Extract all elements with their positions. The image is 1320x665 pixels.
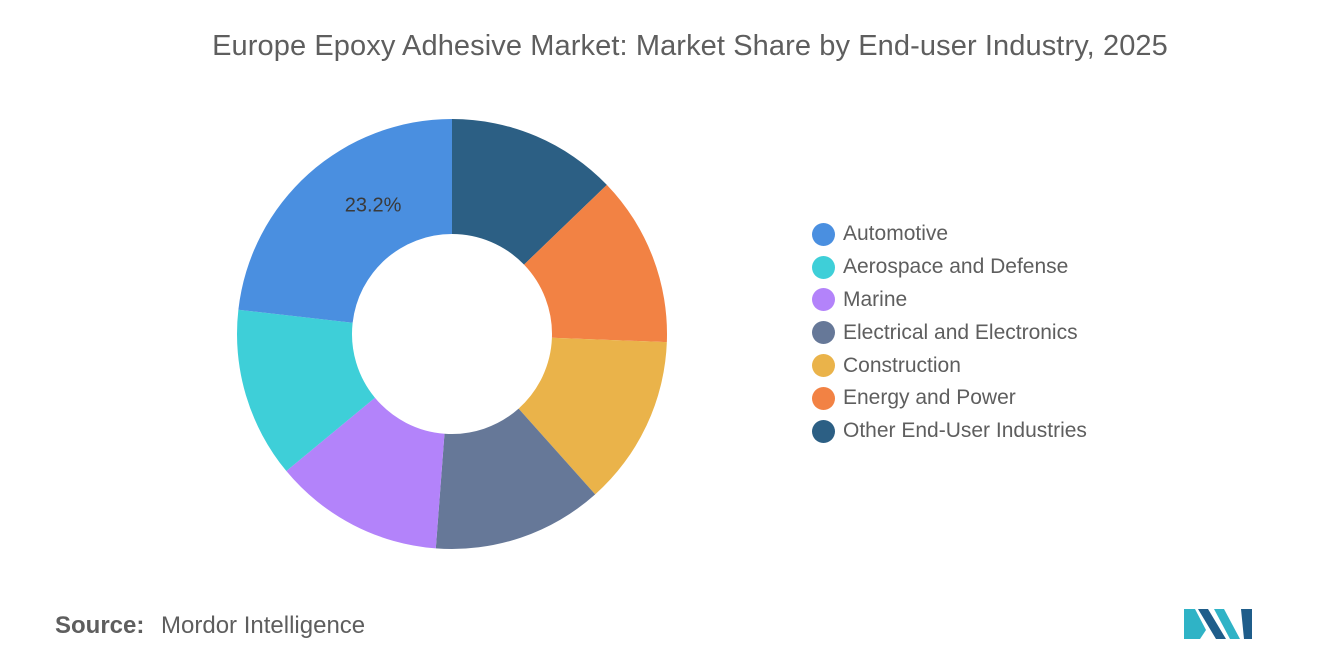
donut-slice-electrical-and-electronics bbox=[435, 408, 596, 549]
legend-label: Aerospace and Defense bbox=[843, 255, 1069, 279]
donut-slice-energy-and-power bbox=[524, 184, 667, 343]
legend-swatch bbox=[812, 255, 835, 279]
legend-item: Energy and Power bbox=[812, 382, 1087, 415]
legend-item: Automotive bbox=[812, 218, 1087, 251]
source-prefix: Source: bbox=[55, 612, 145, 639]
legend-swatch bbox=[812, 419, 835, 443]
legend-item: Marine bbox=[812, 284, 1087, 317]
logo-left-leg bbox=[1184, 609, 1206, 639]
donut-slice-construction bbox=[518, 337, 667, 495]
legend-swatch bbox=[812, 386, 835, 410]
mordor-intelligence-logo bbox=[1184, 609, 1252, 639]
legend-swatch bbox=[812, 354, 835, 378]
legend-item: Aerospace and Defense bbox=[812, 251, 1087, 284]
donut-slice-marine bbox=[286, 397, 445, 549]
legend-label: Electrical and Electronics bbox=[843, 320, 1078, 344]
donut-slice-aerospace-and-defense bbox=[236, 309, 375, 472]
legend-item: Other End-User Industries bbox=[812, 415, 1087, 448]
chart-legend: Automotive Aerospace and Defense Marine Ele… bbox=[812, 218, 1087, 448]
donut-slice-other-end-user-industries bbox=[452, 119, 607, 265]
legend-item: Electrical and Electronics bbox=[812, 316, 1087, 349]
chart-title: Europe Epoxy Adhesive Market: Market Sha… bbox=[212, 30, 1168, 62]
legend-swatch bbox=[812, 222, 835, 246]
legend-label: Automotive bbox=[843, 222, 949, 246]
source-name: Mordor Intelligence bbox=[161, 612, 366, 639]
legend-label: Marine bbox=[843, 287, 908, 311]
legend-item: Construction bbox=[812, 349, 1087, 382]
logo-right-stroke bbox=[1214, 609, 1240, 639]
source-note: Source: Mordor Intelligence bbox=[55, 612, 365, 640]
donut-slice-automotive bbox=[238, 119, 452, 323]
legend-label: Construction bbox=[843, 353, 961, 377]
legend-swatch bbox=[812, 288, 835, 312]
legend-swatch bbox=[812, 321, 835, 345]
legend-label: Energy and Power bbox=[843, 386, 1016, 410]
legend-label: Other End-User Industries bbox=[843, 419, 1087, 443]
slice-data-label: 23.2% bbox=[345, 195, 402, 217]
logo-middle-stroke bbox=[1198, 609, 1226, 639]
logo-right-leg bbox=[1241, 609, 1252, 639]
